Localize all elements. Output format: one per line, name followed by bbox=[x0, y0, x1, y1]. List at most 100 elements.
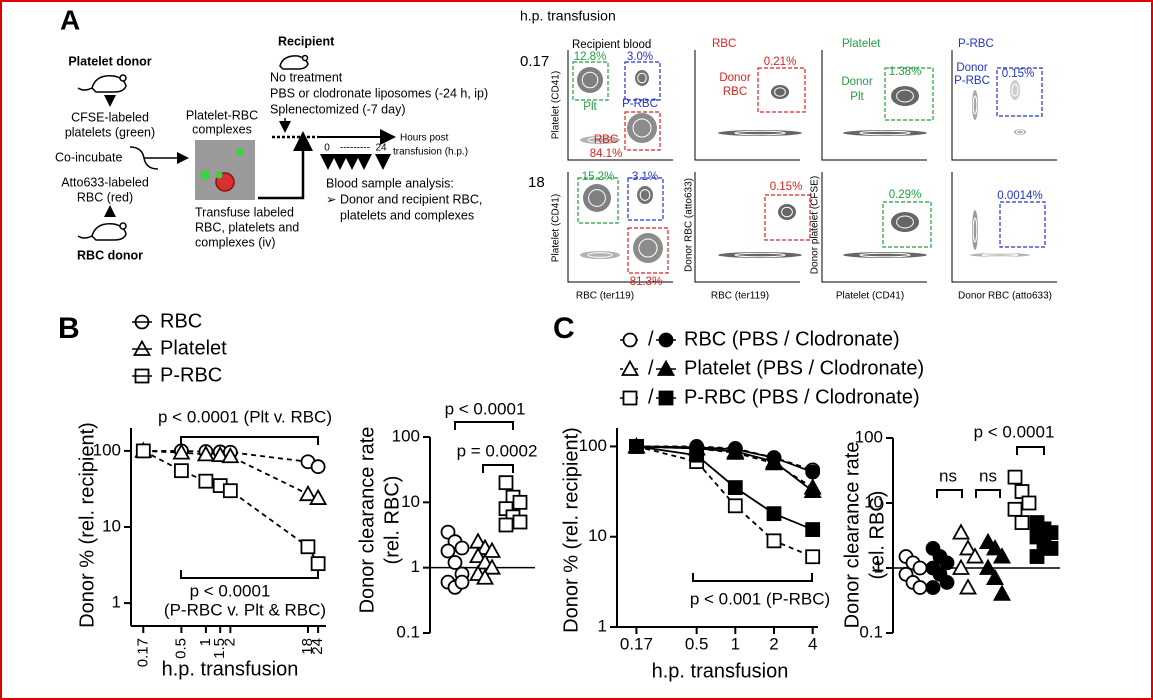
plot-axis bbox=[951, 50, 1057, 161]
cell-cloud-ring bbox=[637, 72, 647, 84]
gate-label: 0.21% bbox=[764, 56, 797, 68]
cell-cloud-ring bbox=[587, 137, 613, 143]
cell-cloud-ring bbox=[734, 130, 786, 136]
marker bbox=[951, 523, 971, 540]
label: Platelet-RBC bbox=[186, 108, 258, 122]
marker bbox=[1007, 469, 1023, 485]
marker bbox=[221, 446, 240, 464]
y-tick-label: 100 bbox=[93, 440, 121, 459]
label: RBC donor bbox=[77, 248, 143, 262]
marker bbox=[300, 539, 316, 555]
y-tick-label: 10 bbox=[401, 492, 420, 511]
x-tick-label: 0.5 bbox=[685, 634, 709, 653]
column-label: P-RBC bbox=[958, 38, 994, 50]
marker bbox=[498, 517, 514, 533]
gate-label: Donor bbox=[719, 72, 750, 84]
marker bbox=[912, 560, 928, 576]
marker bbox=[174, 463, 189, 479]
gate bbox=[757, 67, 806, 113]
mouse-icon bbox=[77, 54, 309, 241]
x-tick-label: 0.5 bbox=[172, 638, 189, 659]
axis-label: Platelet (CD41) bbox=[551, 71, 562, 139]
marker bbox=[978, 532, 998, 550]
axis-label: Platelet (CD41) bbox=[836, 291, 904, 302]
axis-label: Donor RBC (atto633) bbox=[684, 178, 695, 272]
legend-label: Platelet bbox=[160, 337, 227, 359]
bracket bbox=[482, 464, 514, 473]
marker bbox=[512, 494, 528, 510]
marker bbox=[512, 514, 528, 530]
y-tick-label: 0.1 bbox=[396, 622, 420, 641]
annotation: p < 0.0001 bbox=[190, 581, 271, 600]
label: Platelet donor bbox=[68, 54, 151, 68]
y-tick-label: 1 bbox=[874, 557, 883, 576]
y-tick-label: 1 bbox=[112, 593, 121, 612]
marker bbox=[939, 555, 955, 571]
cell-cloud-ring bbox=[1015, 129, 1025, 135]
header: h.p. transfusion bbox=[520, 8, 616, 24]
marker bbox=[482, 558, 502, 575]
legend-label: RBC bbox=[160, 310, 202, 332]
annotation: ns bbox=[939, 466, 957, 485]
y-tick-label: 10 bbox=[864, 492, 883, 511]
cell-cloud-ring bbox=[972, 95, 978, 115]
gate-label: 0.29% bbox=[889, 189, 922, 201]
cell-cloud-ring bbox=[734, 252, 786, 258]
gate-label: 81.3% bbox=[630, 276, 663, 288]
marker bbox=[727, 498, 743, 514]
label: No treatment bbox=[270, 70, 343, 84]
annotation: ns bbox=[979, 466, 997, 485]
gate-label: RBC bbox=[723, 86, 747, 98]
cell-cloud-ring bbox=[581, 71, 599, 89]
legend-label: P-RBC bbox=[160, 364, 222, 386]
legend-marker bbox=[658, 332, 674, 348]
marker bbox=[992, 547, 1012, 564]
x-tick-label: 1 bbox=[731, 634, 740, 653]
legend-label: RBC (PBS / Clodronate) bbox=[684, 328, 900, 350]
label: ➢ Donor and recipient RBC, bbox=[326, 192, 482, 206]
marker bbox=[468, 546, 488, 564]
legend-marker bbox=[658, 390, 674, 406]
x-tick-label: 1.5 bbox=[211, 638, 228, 659]
panel-label: A bbox=[60, 4, 80, 35]
marker bbox=[985, 539, 1005, 556]
axis-label: Donor platelet (CFSE) bbox=[810, 176, 821, 274]
axis-label: Platelet (CD41) bbox=[551, 194, 562, 262]
plot-axis bbox=[567, 50, 673, 161]
bracket bbox=[1016, 446, 1045, 455]
gate-label: 12.8% bbox=[574, 51, 607, 63]
gate-label: Plt bbox=[850, 91, 864, 103]
marker bbox=[958, 578, 978, 595]
x-tick-label: 2 bbox=[769, 634, 778, 653]
cell-cloud-ring bbox=[638, 238, 658, 258]
marker bbox=[298, 484, 317, 502]
x-axis-label: h.p. transfusion bbox=[652, 660, 789, 682]
plot-axis bbox=[821, 172, 927, 283]
flow-plots: 12.8% Plt 3.0% P-RBC RBC 84.1% Donor RBC 0.21% Do… bbox=[567, 50, 1057, 288]
marker bbox=[912, 580, 928, 595]
marker bbox=[454, 574, 470, 590]
label: complexes (iv) bbox=[195, 235, 276, 249]
plot-axis bbox=[567, 172, 673, 283]
series-line bbox=[142, 450, 319, 565]
x-tick-label: 4 bbox=[808, 634, 817, 653]
annotation: p < 0.0001 bbox=[445, 399, 526, 418]
x-tick-label: 18 bbox=[299, 638, 316, 655]
marker bbox=[939, 575, 955, 590]
column-label: Platelet bbox=[842, 38, 881, 50]
label: 24 bbox=[375, 143, 387, 154]
axis-label: RBC (ter119) bbox=[576, 291, 634, 302]
marker bbox=[727, 480, 743, 495]
marker bbox=[198, 473, 214, 489]
marker bbox=[498, 475, 514, 491]
cell-cloud-ring bbox=[896, 89, 914, 103]
cell-cloud-ring bbox=[774, 87, 786, 97]
marker bbox=[726, 442, 745, 459]
marker bbox=[764, 452, 784, 469]
marker bbox=[482, 541, 502, 558]
flow-header: h.p. transfusion 0.17 18 Recipient blood… bbox=[520, 8, 1052, 302]
gate bbox=[624, 111, 661, 151]
marker bbox=[1014, 515, 1030, 530]
cell-cloud-ring bbox=[588, 189, 606, 207]
